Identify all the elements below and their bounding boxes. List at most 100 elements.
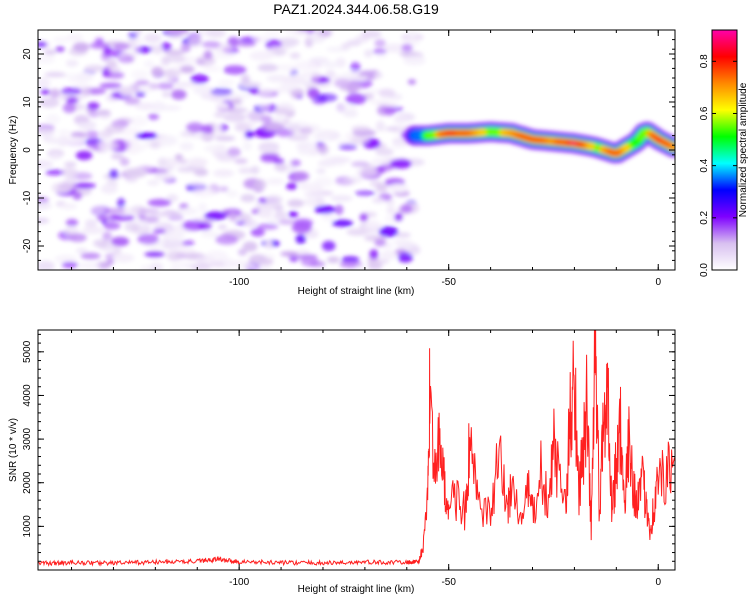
heatmap-noise-cell (274, 210, 287, 221)
heatmap-noise-cell (204, 66, 222, 72)
heatmap-noise-cell (288, 123, 302, 133)
heatmap-noise-cell (284, 30, 300, 34)
heatmap-noise-cell (226, 190, 239, 198)
heatmap-noise-cell (407, 30, 418, 37)
heatmap-noise-cell (296, 254, 318, 260)
heatmap-noise-cell (117, 54, 135, 64)
heatmap-noise-cell (223, 65, 247, 75)
heatmap-noise-cell (280, 251, 299, 257)
heatmap-noise-cell (53, 36, 72, 43)
heatmap-noise-cell (109, 169, 119, 179)
heatmap-noise-cell (264, 240, 273, 249)
heatmap-noise-cell (135, 79, 150, 86)
heatmap-noise-cell (210, 87, 233, 96)
heatmap-noise-cell (341, 256, 360, 263)
heatmap-noise-cell (407, 79, 416, 85)
heatmap-noise-cell (249, 50, 273, 61)
heatmap-noise-cell (90, 205, 107, 215)
colorbar-tick-label: 0.2 (699, 210, 710, 224)
heatmap-noise-cell (111, 236, 130, 247)
heatmap-noise-cell (384, 106, 396, 116)
heatmap-noise-cell (119, 86, 135, 97)
heatmap-noise-cell (166, 194, 179, 203)
heatmap-noise-cell (339, 261, 363, 268)
heatmap-noise-cell (98, 140, 113, 151)
heatmap-noise-cell (291, 91, 300, 99)
heatmap-noise-cell (266, 177, 284, 185)
heatmap-noise-cell (135, 91, 146, 97)
heatmap-noise-cell (106, 259, 115, 265)
heatmap-noise-cell (117, 197, 126, 209)
y-tick-label: 2000 (22, 471, 33, 494)
heatmap-noise-cell (166, 250, 182, 262)
heatmap-ridge-cell (577, 142, 582, 147)
heatmap-noise-cell (373, 72, 384, 79)
heatmap-noise-cell (131, 69, 149, 80)
heatmap-noise-cell (371, 158, 388, 164)
heatmap-noise-cell (66, 226, 79, 233)
heatmap-noise-cell (72, 191, 82, 200)
heatmap-noise-cell (244, 130, 254, 139)
heatmap-noise-cell (308, 33, 326, 43)
x-tick-label: 0 (655, 277, 661, 288)
snr-frame (37, 329, 676, 571)
snr-series-line (38, 330, 675, 567)
heatmap-noise-cell (192, 187, 216, 197)
heatmap-noise-cell (204, 250, 228, 262)
heatmap-noise-cell (311, 133, 331, 141)
colorbar-ticks: 0.0 0.2 0.4 0.6 0.8 (699, 54, 737, 277)
heatmap-noise-cell (331, 219, 354, 227)
heatmap-noise-cell (182, 220, 206, 231)
heatmap-noise-cell (49, 88, 60, 99)
colorbar-tick-label: 0.6 (699, 106, 710, 120)
heatmap-noise-cell (254, 88, 275, 96)
heatmap-noise-cell (375, 53, 388, 59)
heatmap-noise-cell (38, 77, 51, 89)
heatmap-noise-cell (95, 261, 112, 270)
heatmap-noise-cell (372, 197, 385, 204)
heatmap-noise-cell (143, 60, 155, 68)
heatmap-noise-cell (236, 262, 255, 270)
heatmap-noise-cell (289, 52, 301, 59)
heatmap-noise-cell (273, 48, 286, 56)
colorbar-label: Normalized spectral amplitude (738, 82, 749, 217)
heatmap-noise-cell (138, 208, 160, 214)
heatmap-noise-cell (389, 159, 412, 169)
heatmap-noise-cell (302, 126, 313, 135)
y-tick-label: 0 (22, 147, 33, 153)
y-tick-label: 5000 (22, 340, 33, 363)
y-tick-label: -10 (22, 190, 33, 205)
heatmap-noise-cell (123, 168, 147, 178)
heatmap-noise-cell (64, 161, 77, 168)
x-tick-label: 0 (655, 577, 661, 588)
heatmap-noise-cell (316, 168, 326, 174)
heatmap-noise-cell (240, 74, 250, 84)
heatmap-noise-cell (282, 75, 307, 83)
heatmap-noise-cell (238, 213, 252, 222)
heatmap-noise-cell (322, 61, 339, 69)
heatmap-noise-cell (354, 190, 376, 196)
heatmap-noise-cell (89, 42, 109, 49)
colorbar-tick-label: 0.8 (699, 54, 710, 68)
heatmap-noise-cell (157, 82, 174, 90)
heatmap-noise-cell (70, 131, 86, 138)
colorbar: 0.0 0.2 0.4 0.6 0.8 Normalized spectral ampl… (699, 29, 749, 277)
heatmap-noise-cell (182, 240, 195, 246)
heatmap-noise-cell (307, 88, 320, 99)
heatmap-noise-cell (135, 144, 147, 152)
heatmap-noise-cell (306, 186, 324, 193)
heatmap-noise-cell (295, 234, 307, 244)
heatmap-noise-cell (238, 167, 255, 174)
heatmap-noise-cell (44, 71, 66, 78)
heatmap-noise-cell (393, 114, 406, 125)
heatmap-noise-cell (251, 265, 272, 270)
heatmap-noise-region (38, 30, 426, 270)
heatmap-noise-cell (193, 85, 214, 95)
heatmap-noise-cell (378, 88, 396, 98)
heatmap-noise-cell (388, 183, 409, 193)
heatmap-noise-cell (361, 30, 382, 39)
heatmap-noise-cell (351, 161, 370, 168)
heatmap-noise-cell (217, 79, 235, 87)
heatmap-noise-cell (223, 112, 247, 123)
